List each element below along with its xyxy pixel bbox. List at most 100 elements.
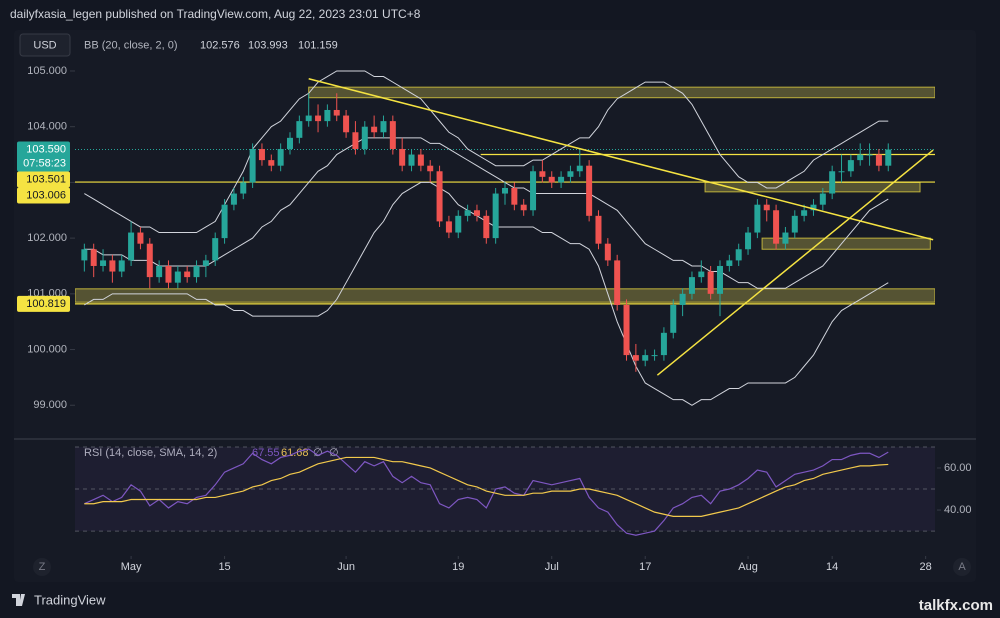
x-tick-label: 28: [920, 561, 932, 573]
x-tick-label: 14: [826, 561, 838, 573]
candle-body: [268, 160, 275, 166]
candle-body: [614, 260, 621, 305]
zoom-button-label[interactable]: Z: [39, 561, 46, 573]
candle-body: [361, 126, 368, 149]
candle-body: [315, 115, 322, 122]
candle-body: [202, 260, 209, 266]
candle-body: [745, 232, 752, 250]
candle-body: [829, 171, 836, 194]
auto-button-label[interactable]: A: [958, 561, 966, 573]
candle-body: [473, 210, 480, 216]
candle-body: [305, 115, 312, 122]
candle-body: [212, 238, 219, 261]
bb-middle: [84, 137, 889, 289]
candle-body: [118, 260, 125, 272]
candle-body: [670, 304, 677, 333]
candle-body: [287, 137, 293, 149]
level-label: 103.501: [26, 173, 66, 185]
symbol-box[interactable]: [19, 33, 71, 57]
candle-body: [801, 210, 808, 216]
candle-body: [100, 260, 107, 266]
watermark: talkfx.com: [919, 597, 993, 614]
candle-body: [707, 271, 714, 294]
y-tick-label: 102.000: [27, 232, 67, 244]
x-tick-label: 19: [452, 561, 464, 573]
bb-upper: [84, 70, 889, 234]
candle-body: [128, 232, 135, 261]
candle-body: [240, 182, 247, 194]
brand-logo: [12, 594, 25, 606]
candle-body: [623, 304, 630, 356]
candle-body: [296, 121, 303, 138]
candle-body: [324, 109, 331, 122]
candle-body: [642, 355, 649, 361]
level-box: [17, 187, 70, 204]
candle-body: [380, 121, 387, 133]
candle-body: [773, 210, 780, 244]
bb-value: 101.159: [298, 39, 338, 51]
rsi-sma-line: [84, 456, 889, 517]
candle-body: [651, 355, 658, 357]
candle-body: [838, 171, 845, 173]
candle-body: [717, 265, 723, 294]
candle-body: [548, 176, 555, 183]
x-tick-label: Aug: [738, 561, 758, 573]
candle-body: [520, 204, 527, 211]
candle-body: [558, 176, 565, 183]
rsi-value: 67.55: [252, 447, 280, 459]
last-price-box: [17, 141, 70, 172]
level-box: [17, 171, 70, 188]
candle-body: [885, 149, 892, 166]
candle-body: [819, 193, 826, 205]
rsi-line: [84, 448, 889, 536]
header: dailyfxasia_legen published on TradingVi…: [10, 7, 421, 21]
candle-body: [763, 204, 770, 211]
candle-body: [875, 154, 882, 166]
last-price-label: 103.590: [26, 143, 66, 155]
auto-button[interactable]: [953, 558, 971, 576]
candle-body: [277, 148, 284, 166]
candle-body: [249, 148, 256, 183]
x-tick-label: May: [121, 561, 142, 573]
y-tick-label: 104.000: [27, 121, 67, 133]
candle-body: [221, 204, 228, 239]
candle-body: [511, 187, 518, 205]
rsi-tick-label: 60.00: [944, 462, 972, 474]
rsi-na: ∅: [313, 447, 323, 459]
bb-value: 103.993: [248, 39, 288, 51]
candle-body: [343, 115, 350, 133]
candle-body: [726, 260, 733, 266]
level-box: [17, 295, 70, 312]
candle-body: [632, 355, 639, 361]
candle-body: [866, 154, 873, 156]
y-tick-label: 100.000: [27, 343, 67, 355]
candle-body: [483, 215, 490, 239]
brand: TradingView: [34, 592, 106, 607]
trendline: [308, 78, 934, 241]
candle-body: [660, 332, 667, 356]
candle-body: [156, 265, 163, 278]
candle-body: [847, 160, 854, 172]
rsi-tick-label: 40.00: [944, 504, 972, 516]
candle-body: [688, 277, 695, 294]
x-tick-label: Jul: [545, 561, 559, 573]
candle-body: [417, 154, 424, 166]
candle-body: [174, 271, 181, 283]
candle-body: [502, 187, 508, 194]
candle-body: [530, 171, 537, 211]
candle-body: [371, 126, 378, 133]
main-pane: [75, 70, 935, 406]
countdown: 07:58:23: [23, 157, 66, 169]
candle-body: [184, 271, 191, 278]
zoom-button[interactable]: [33, 558, 51, 576]
rsi-legend: RSI (14, close, SMA, 14, 2): [84, 447, 217, 459]
symbol[interactable]: USD: [33, 39, 56, 51]
rsi-na: ∅: [329, 447, 339, 459]
candle-body: [109, 260, 116, 272]
candle-body: [492, 193, 499, 239]
candle-body: [810, 204, 817, 211]
candle-body: [137, 232, 144, 244]
candle-body: [352, 132, 359, 149]
candle-body: [193, 265, 200, 278]
